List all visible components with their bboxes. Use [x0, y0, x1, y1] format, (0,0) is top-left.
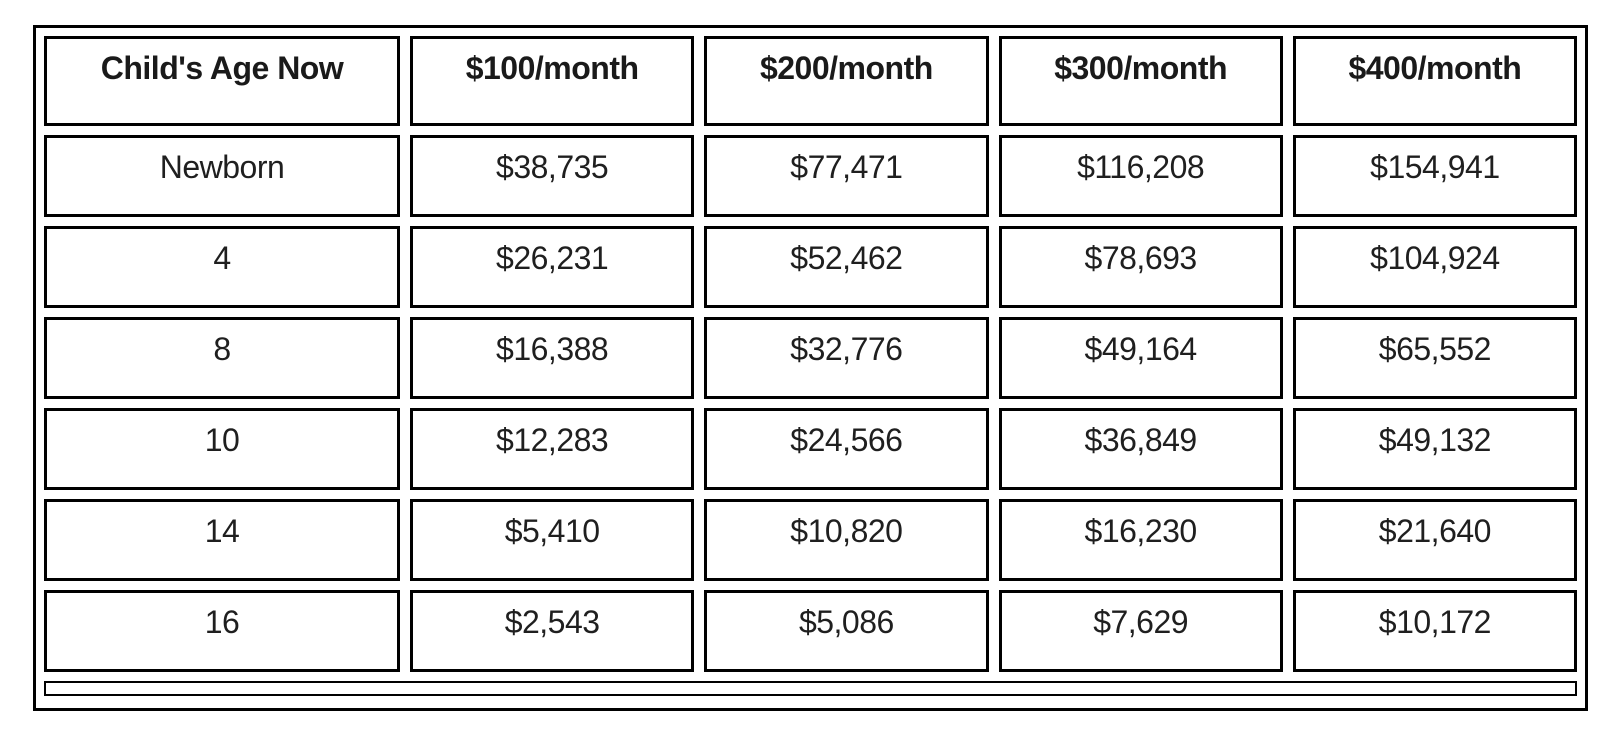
value-cell: $52,462 — [704, 226, 989, 308]
savings-projection-table: Child's Age Now $100/month $200/month $3… — [33, 25, 1588, 711]
age-cell: 16 — [44, 590, 400, 672]
value-cell: $104,924 — [1292, 226, 1577, 308]
value-cell: $49,164 — [998, 317, 1283, 399]
value-cell: $78,693 — [998, 226, 1283, 308]
value-cell: $21,640 — [1292, 499, 1577, 581]
value-cell: $26,231 — [410, 226, 695, 308]
value-cell: $5,410 — [410, 499, 695, 581]
value-cell: $77,471 — [704, 135, 989, 217]
header-cell-300-month: $300/month — [998, 36, 1283, 126]
age-cell: 10 — [44, 408, 400, 490]
empty-bottom-strip-row — [44, 681, 1577, 696]
value-cell: $49,132 — [1292, 408, 1577, 490]
value-cell: $32,776 — [704, 317, 989, 399]
value-cell: $2,543 — [410, 590, 695, 672]
age-cell: 8 — [44, 317, 400, 399]
age-cell: Newborn — [44, 135, 400, 217]
header-cell-200-month: $200/month — [704, 36, 989, 126]
value-cell: $65,552 — [1292, 317, 1577, 399]
header-cell-age: Child's Age Now — [44, 36, 400, 126]
value-cell: $24,566 — [704, 408, 989, 490]
value-cell: $116,208 — [998, 135, 1283, 217]
value-cell: $7,629 — [998, 590, 1283, 672]
value-cell: $12,283 — [410, 408, 695, 490]
age-cell: 14 — [44, 499, 400, 581]
value-cell: $10,820 — [704, 499, 989, 581]
value-cell: $5,086 — [704, 590, 989, 672]
age-cell: 4 — [44, 226, 400, 308]
value-cell: $154,941 — [1292, 135, 1577, 217]
value-cell: $36,849 — [998, 408, 1283, 490]
value-cell: $10,172 — [1292, 590, 1577, 672]
value-cell: $38,735 — [410, 135, 695, 217]
value-cell: $16,388 — [410, 317, 695, 399]
value-cell: $16,230 — [998, 499, 1283, 581]
header-cell-100-month: $100/month — [410, 36, 695, 126]
header-cell-400-month: $400/month — [1292, 36, 1577, 126]
